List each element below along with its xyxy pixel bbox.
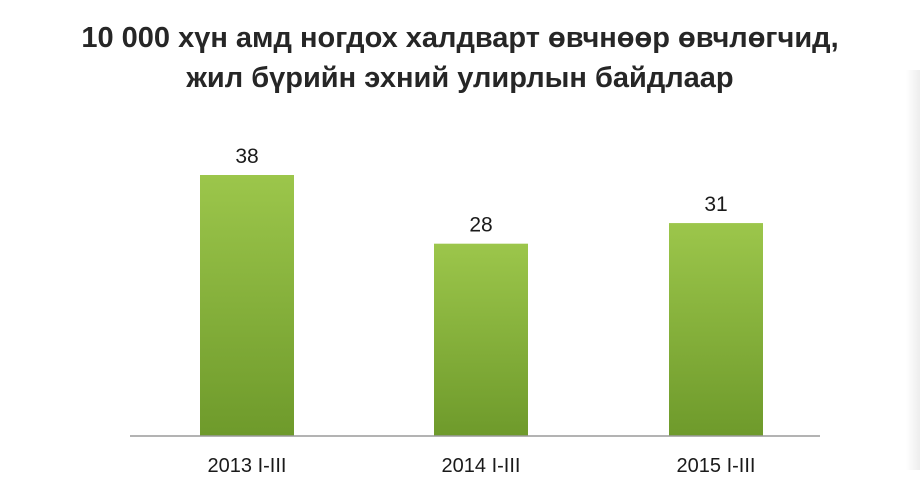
data-labels: 38 28 31 bbox=[235, 145, 727, 237]
chart-title-line-1: 10 000 хүн амд ногдох халдварт өвчнөөр ө… bbox=[81, 22, 839, 54]
x-tick-2015-I-III: 2015 I-III bbox=[677, 455, 756, 477]
bar-series bbox=[200, 175, 763, 436]
data-label-2013-I-III: 38 bbox=[235, 145, 258, 168]
data-label-2015-I-III: 31 bbox=[704, 193, 727, 216]
bar-2015-I-III bbox=[669, 223, 763, 436]
data-label-2014-I-III: 28 bbox=[469, 214, 492, 237]
x-tick-2014-I-III: 2014 I-III bbox=[442, 455, 521, 477]
chart-title-line-2: жил бүрийн эхний улирлын байдлаар bbox=[186, 62, 734, 94]
bar-2013-I-III bbox=[200, 175, 294, 436]
x-tick-labels: 2013 I-III 2014 I-III 2015 I-III bbox=[208, 455, 756, 477]
x-tick-2013-I-III: 2013 I-III bbox=[208, 455, 287, 477]
chart-title: 10 000 хүн амд ногдох халдварт өвчнөөр ө… bbox=[0, 18, 920, 98]
bar-2014-I-III bbox=[434, 243, 528, 436]
decorative-edge bbox=[906, 70, 920, 470]
